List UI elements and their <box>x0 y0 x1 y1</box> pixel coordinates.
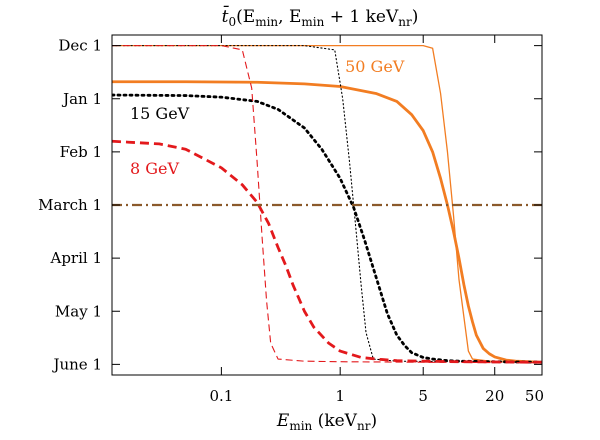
y-tick-label: April 1 <box>49 249 102 267</box>
series-label-50-gev: 50 GeV <box>345 57 405 76</box>
y-tick-label: Dec 1 <box>58 37 102 55</box>
series-label-8-gev: 8 GeV <box>130 159 180 178</box>
series-line-8-gev <box>112 139 542 364</box>
x-tick-label: 0.1 <box>209 387 233 405</box>
y-tick-label: March 1 <box>38 196 102 214</box>
plot-frame <box>111 34 543 376</box>
series-line-50-gev-threshold <box>112 44 542 363</box>
y-tick-label: Jan 1 <box>61 90 102 108</box>
x-tick-label: 5 <box>418 387 428 405</box>
x-tick-label: 50 <box>525 387 544 405</box>
plot-area: 50 GeV 15 GeV 8 GeV <box>112 44 542 364</box>
y-tick-label: Feb 1 <box>60 143 102 161</box>
x-tick-label: 20 <box>485 387 504 405</box>
series-line-15-gev <box>112 93 542 364</box>
series-label-15-gev: 15 GeV <box>130 104 190 123</box>
y-tick-label: June 1 <box>51 355 102 373</box>
series-line-15-gev-threshold <box>112 45 542 363</box>
y-tick-label: May 1 <box>55 302 102 320</box>
axis-ticks: Dec 1 Jan 1 Feb 1 March 1 April 1 May 1 June 1… <box>38 35 544 405</box>
chart-title: t̄0(Emin, Emin + 1 keVnr) <box>222 4 419 29</box>
x-tick-label: 1 <box>335 387 345 405</box>
series-line-50-gev <box>112 80 542 364</box>
x-axis-title: Emin (keVnr) <box>276 411 377 433</box>
